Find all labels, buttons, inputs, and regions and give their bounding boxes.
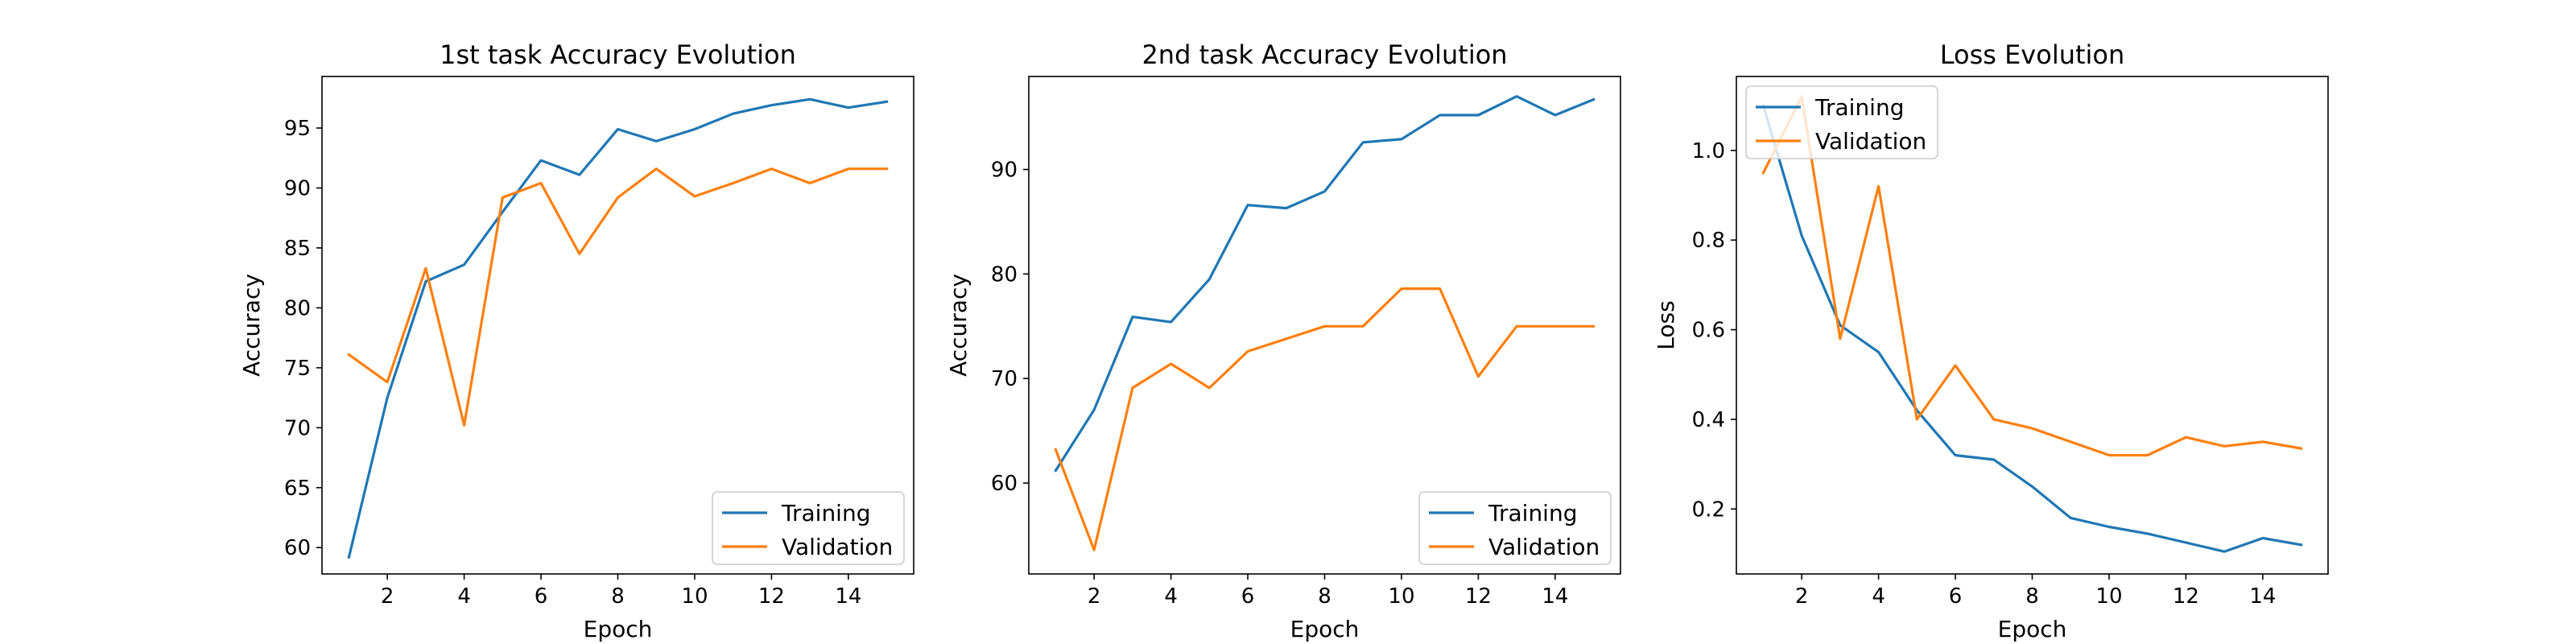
y-axis-label: Accuracy	[238, 274, 265, 377]
series-line-validation	[1054, 287, 1596, 551]
y-tick-label: 0.2	[1692, 497, 1725, 522]
chart-title: 2nd task Accuracy Evolution	[1141, 39, 1507, 70]
x-tick-label: 8	[1318, 584, 1331, 609]
y-tick-label: 70	[991, 367, 1018, 391]
y-tick-label: 60	[284, 536, 311, 560]
y-tick-label: 0.4	[1692, 408, 1725, 432]
series-line-training	[347, 97, 889, 559]
x-tick-label: 2	[1088, 584, 1101, 609]
x-tick-label: 8	[2025, 584, 2039, 609]
x-tick-label: 12	[1465, 584, 1492, 609]
x-tick-label: 6	[1241, 584, 1255, 609]
y-tick-label: 75	[284, 357, 311, 381]
legend: Training Validation	[1418, 491, 1612, 565]
y-axis-label: Loss	[1653, 300, 1679, 349]
x-tick-label: 14	[835, 584, 861, 609]
y-tick-label: 95	[284, 117, 311, 141]
series-line-validation	[347, 167, 889, 427]
legend: Training Validation	[1745, 85, 1938, 159]
series-line-validation	[1761, 95, 2303, 457]
x-tick-label: 14	[2249, 584, 2276, 609]
series-line-training	[1054, 95, 1596, 473]
y-axis-label: Accuracy	[945, 274, 972, 377]
y-tick-label: 85	[284, 237, 311, 261]
y-tick-label: 65	[284, 477, 311, 501]
y-tick-label: 90	[991, 159, 1018, 183]
y-tick-label: 0.8	[1692, 229, 1725, 253]
x-tick-label: 2	[1795, 584, 1809, 609]
panel-1: 1st task Accuracy Evolution 2 4 6 8 10 12 14 60 6…	[238, 39, 914, 642]
y-tick-label: 80	[991, 262, 1018, 287]
y-tick-label: 90	[284, 176, 311, 200]
panel-2: 2nd task Accuracy Evolution 2 4 6 8 10 12 14 60 7…	[945, 39, 1621, 642]
chart-title: Loss Evolution	[1940, 39, 2125, 70]
y-tick-label: 60	[991, 472, 1018, 496]
panel-3: Loss Evolution 2 4 6 8 10 12 14 0.2 0.4 0.6 0.8 1.0 E…	[1653, 39, 2329, 642]
x-tick-label: 4	[457, 584, 471, 609]
x-axis-label: Epoch	[1998, 616, 2067, 642]
x-axis-label: Epoch	[584, 616, 653, 642]
y-tick-label: 0.6	[1692, 319, 1725, 343]
x-tick-label: 4	[1872, 584, 1885, 609]
x-axis-label: Epoch	[1290, 616, 1360, 642]
x-tick-label: 14	[1542, 584, 1568, 609]
legend-label-validation: Validation	[1488, 534, 1600, 560]
y-tick-label: 70	[284, 416, 311, 440]
x-tick-label: 10	[2095, 584, 2122, 609]
x-tick-label: 4	[1164, 584, 1178, 609]
legend-label-training: Training	[1814, 94, 1904, 121]
x-tick-label: 10	[681, 584, 708, 609]
legend-label-validation: Validation	[1815, 128, 1926, 155]
x-tick-label: 12	[2173, 584, 2199, 609]
x-tick-label: 10	[1388, 584, 1414, 609]
legend-label-training: Training	[781, 500, 870, 526]
x-tick-label: 6	[535, 584, 548, 609]
x-tick-label: 6	[1949, 584, 1963, 609]
legend: Training Validation	[712, 491, 905, 565]
y-tick-label: 80	[284, 296, 311, 320]
x-tick-label: 12	[758, 584, 785, 609]
x-tick-label: 2	[381, 584, 394, 609]
legend-label-validation: Validation	[782, 534, 893, 560]
legend-label-training: Training	[1488, 500, 1577, 526]
chart-title: 1st task Accuracy Evolution	[440, 39, 796, 70]
x-tick-label: 8	[611, 584, 625, 609]
series-line-training	[1761, 104, 2303, 553]
y-tick-label: 1.0	[1692, 139, 1725, 163]
